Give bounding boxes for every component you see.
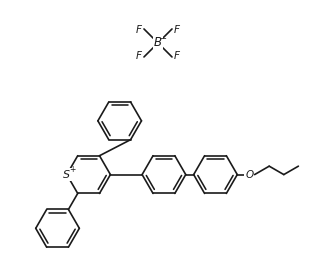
- Text: B: B: [154, 37, 162, 49]
- Text: O: O: [245, 169, 253, 180]
- Text: F: F: [174, 25, 180, 35]
- Text: F: F: [174, 51, 180, 61]
- Text: +: +: [70, 165, 76, 174]
- Text: −: −: [159, 34, 166, 44]
- Text: S: S: [63, 169, 71, 180]
- Text: F: F: [136, 25, 142, 35]
- Text: F: F: [136, 51, 142, 61]
